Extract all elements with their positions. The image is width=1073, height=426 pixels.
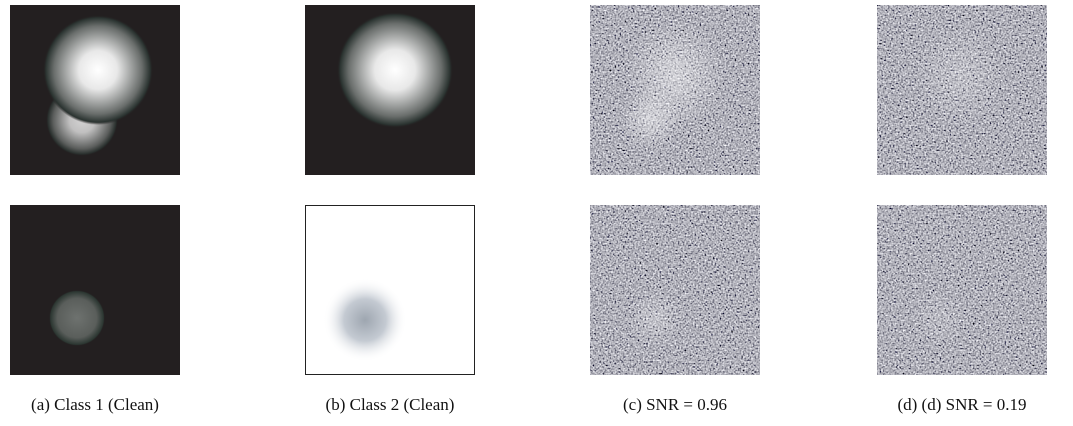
panel-b-top bbox=[305, 5, 475, 175]
figure: (a) Class 1 (Clean) (b) Class 2 (Clean) … bbox=[0, 0, 1073, 421]
page: (a) Class 1 (Clean) (b) Class 2 (Clean) … bbox=[0, 0, 1073, 421]
panel-d-top bbox=[877, 5, 1047, 175]
panel-d-bottom bbox=[877, 205, 1047, 375]
panel-a-bottom bbox=[10, 205, 180, 375]
caption: (a) Class 1 (Clean) bbox=[31, 395, 159, 414]
caption: (c) SNR = 0.96 bbox=[623, 395, 727, 414]
panel-c-bottom bbox=[590, 205, 760, 375]
panel-b-bottom bbox=[306, 206, 475, 375]
caption: (b) Class 2 (Clean) bbox=[326, 395, 455, 414]
caption: (d) (d) SNR = 0.19 bbox=[897, 395, 1026, 414]
panel-a-top bbox=[10, 5, 180, 175]
panel-c-top bbox=[590, 5, 760, 175]
